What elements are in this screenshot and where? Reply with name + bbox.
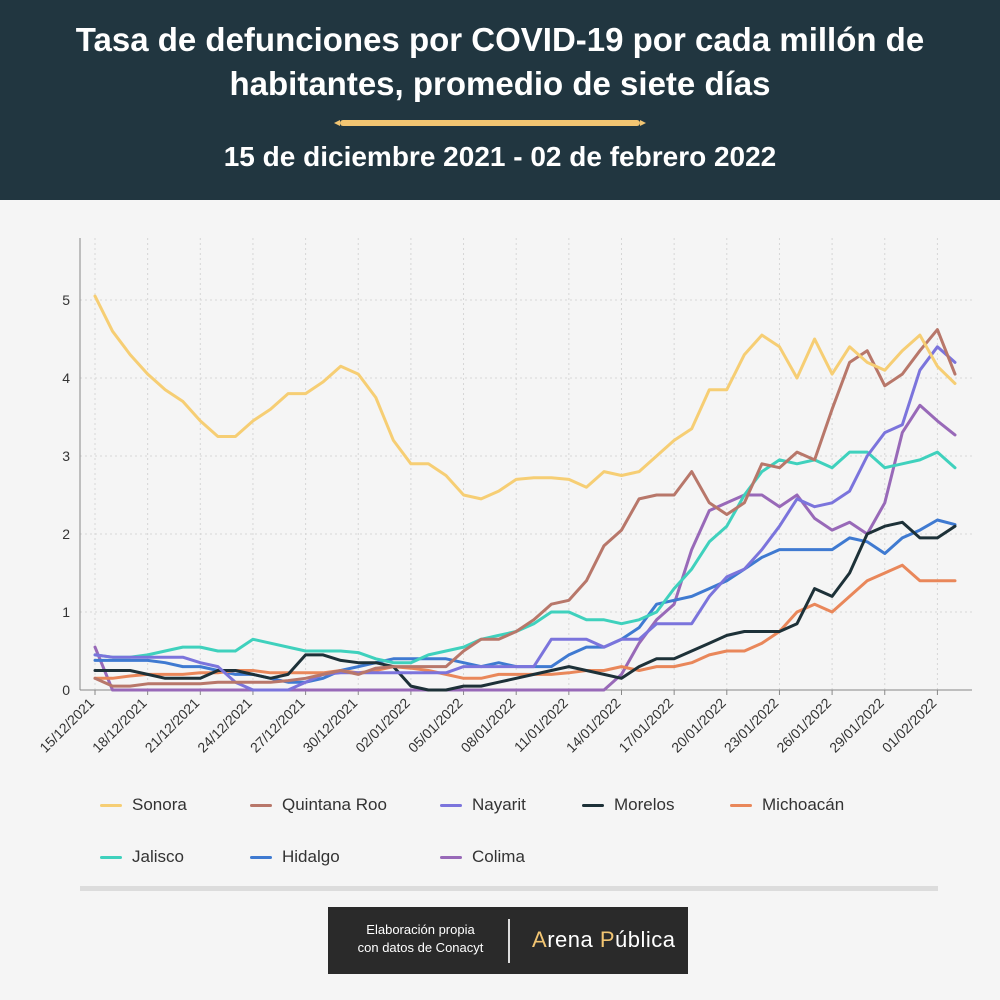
x-tick-label: 01/02/2022 [879,695,940,756]
x-tick-label: 15/12/2021 [36,695,97,756]
x-tick-label: 30/12/2021 [300,695,361,756]
legend-label: Jalisco [132,847,184,866]
series-line-morelos [93,520,957,692]
x-tick-label: 21/12/2021 [142,695,203,756]
legend-item: Nayarit [440,792,526,818]
legend-label: Morelos [614,795,675,814]
legend-swatch [100,855,122,859]
series-line-jalisco [93,450,957,665]
x-tick-label: 05/01/2022 [405,695,466,756]
header-banner: Tasa de defunciones por COVID-19 por cad… [0,0,1000,200]
legend-swatch [730,803,752,807]
brand-logo: Arena Pública [532,925,676,955]
x-tick-label: 23/01/2022 [721,695,782,756]
legend-swatch [440,803,462,807]
series-line-hidalgo [93,518,957,684]
legend-swatch [100,803,122,807]
line-chart: 0 1 2 3 4 5 15/12/202118/12/202121/12/202124/1… [36,238,972,756]
y-tick-label: 3 [62,448,70,464]
series-line-quintana-roo [93,328,957,688]
series-line-colima [93,403,957,692]
legend-swatch [250,855,272,859]
y-tick-label: 0 [62,682,70,698]
y-tick-label: 5 [62,292,70,308]
logo-letter-a: A [532,927,548,952]
credit-line-1: Elaboración propia [366,922,475,937]
y-tick-label: 1 [62,604,70,620]
logo-text-2: ública [615,927,676,952]
legend-item: Jalisco [100,844,184,870]
logo-text-1: rena [547,927,600,952]
x-tick-label: 11/01/2022 [511,695,571,755]
bottom-divider [80,886,938,891]
x-tick-label: 14/01/2022 [563,695,624,756]
legend-label: Quintana Roo [282,795,387,814]
chart-legend: Sonora Quintana Roo Nayarit Morelos Michoacá… [100,792,920,872]
series-line-nayarit [93,345,957,692]
series-line-sonora [93,294,957,501]
legend-label: Colima [472,847,525,866]
x-tick-label: 29/01/2022 [826,695,887,756]
x-tick-label: 17/01/2022 [615,695,676,756]
legend-item: Michoacán [730,792,844,818]
legend-item: Morelos [582,792,674,818]
title-divider [334,120,646,126]
legend-label: Nayarit [472,795,526,814]
x-tick-label: 20/01/2022 [668,695,729,756]
footer-separator [508,919,510,963]
x-tick-label: 02/01/2022 [352,695,413,756]
credit-line-2: con datos de Conacyt [357,940,484,955]
legend-item: Hidalgo [250,844,340,870]
legend-swatch [250,803,272,807]
legend-label: Michoacán [762,795,845,814]
legend-item: Colima [440,844,525,870]
logo-letter-p: P [599,927,616,952]
legend-item: Quintana Roo [250,792,387,818]
x-tick-label: 18/12/2021 [89,695,150,756]
legend-swatch [582,803,604,807]
x-tick-label: 26/01/2022 [773,695,834,756]
date-range-subtitle: 15 de diciembre 2021 - 02 de febrero 202… [223,141,777,172]
legend-item: Sonora [100,792,187,818]
y-tick-label: 4 [62,370,70,386]
legend-swatch [440,855,462,859]
x-tick-label: 08/01/2022 [457,695,518,756]
y-tick-label: 2 [62,526,70,542]
x-tick-label: 27/12/2021 [247,695,308,756]
legend-label: Hidalgo [282,847,340,866]
legend-label: Sonora [132,795,187,814]
series-line-michoac-n [93,563,957,680]
chart-title: Tasa de defunciones por COVID-19 por cad… [75,21,925,102]
source-credit: Elaboración propia con datos de Conacyt [338,921,503,957]
x-tick-label: 24/12/2021 [194,695,255,756]
footer-credit-box: Elaboración propia con datos de Conacyt … [328,907,688,974]
